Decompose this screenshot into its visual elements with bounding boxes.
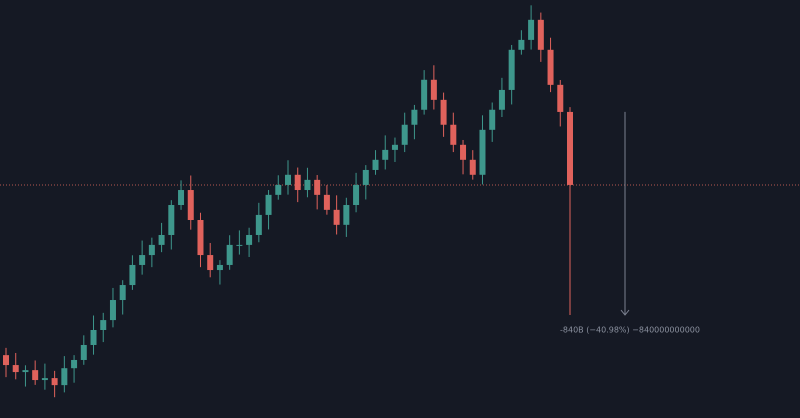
candle-body xyxy=(100,320,107,330)
candle-body xyxy=(353,184,360,206)
measure-arrow-head xyxy=(620,309,630,316)
candle-body xyxy=(411,109,418,125)
candle-body xyxy=(129,264,136,286)
candle-body xyxy=(3,355,9,366)
candle-body xyxy=(333,209,340,225)
candle-body xyxy=(187,190,194,220)
candle-body xyxy=(178,190,185,206)
candle-body xyxy=(265,194,272,215)
candle-body xyxy=(460,144,467,160)
candle-body xyxy=(430,79,437,100)
candle-body xyxy=(382,149,389,160)
candle-body xyxy=(294,174,301,191)
candle-body xyxy=(362,169,369,185)
candle-body xyxy=(528,19,535,40)
candle-body xyxy=(314,179,321,195)
candle-body xyxy=(323,194,330,210)
candle-body xyxy=(246,234,253,245)
candle-body xyxy=(440,99,447,125)
candle-body xyxy=(391,144,398,150)
candle-body xyxy=(119,285,126,301)
candle-body xyxy=(343,205,350,225)
candle-body xyxy=(508,49,515,90)
candle-body xyxy=(22,370,29,373)
candle-body xyxy=(557,84,564,112)
candle-body xyxy=(226,244,233,265)
candle-body xyxy=(148,244,155,256)
candle-body xyxy=(236,244,243,246)
measure-label: -840B (−40.98%) −840000000000 xyxy=(560,326,700,335)
candle-body xyxy=(90,330,97,345)
candle-body xyxy=(41,378,48,381)
candle-body xyxy=(421,79,428,110)
candle-body xyxy=(489,109,496,130)
candle-body xyxy=(32,370,39,381)
candle-body xyxy=(372,159,379,170)
candle-body xyxy=(197,220,204,256)
candle-body xyxy=(71,359,78,369)
candle-body xyxy=(498,89,505,110)
candle-body xyxy=(255,214,262,235)
candle-body xyxy=(216,264,223,271)
candle-body xyxy=(304,179,311,191)
candle-body xyxy=(547,49,554,85)
candle-body xyxy=(469,159,476,175)
candle-body xyxy=(12,365,19,373)
candle-body xyxy=(109,300,116,321)
candle-body xyxy=(51,378,58,386)
candle-body xyxy=(61,368,68,386)
candle-body xyxy=(518,39,525,50)
candle-body xyxy=(80,344,87,360)
candle-body xyxy=(479,129,486,175)
candle-body xyxy=(139,255,146,265)
candle-body xyxy=(401,124,408,145)
candle-body xyxy=(537,19,544,50)
candle-body xyxy=(207,255,214,271)
candle-body xyxy=(158,234,165,245)
candle-body xyxy=(285,174,291,185)
candle-body xyxy=(450,124,457,145)
candle-body xyxy=(567,111,573,185)
candle-body xyxy=(275,184,282,195)
candle-body xyxy=(168,205,175,235)
